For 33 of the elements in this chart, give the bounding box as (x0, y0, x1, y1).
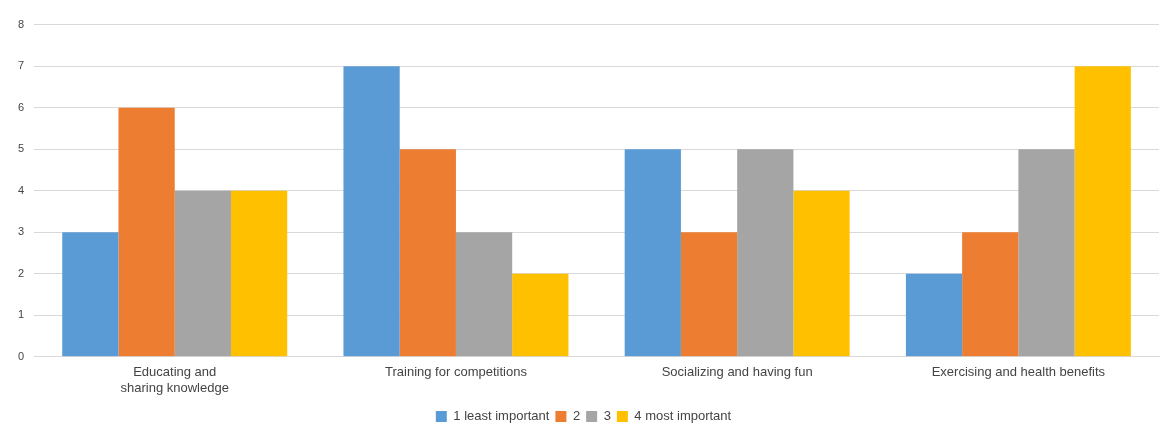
y-tick-label: 6 (17, 100, 25, 113)
bar (905, 273, 963, 357)
legend-label: 3 (603, 408, 611, 424)
bar (62, 232, 119, 357)
x-tick-label: Training for competitions (385, 364, 528, 380)
y-tick-label: 8 (17, 17, 25, 30)
y-tick-label: 7 (17, 59, 25, 72)
x-tick-label: Socializing and having fun (661, 364, 813, 380)
legend-label: 1 least important (453, 408, 550, 424)
legend-label: 2 (572, 408, 581, 424)
bar (680, 232, 738, 357)
legend-label: 4 most important (634, 408, 732, 424)
x-tick-label: Educating and sharing knowledge (120, 364, 229, 395)
bar (230, 190, 288, 357)
x-tick-label: Exercising and health benefits (931, 364, 1106, 380)
bar (737, 149, 794, 357)
bar (962, 232, 1019, 357)
bar (455, 232, 513, 357)
bar (343, 66, 400, 357)
bar (118, 107, 175, 357)
bar (512, 273, 569, 357)
bar (793, 190, 850, 357)
y-tick-label: 1 (17, 308, 25, 321)
bar (1074, 66, 1131, 357)
y-tick-label: 3 (17, 225, 25, 238)
bar (174, 190, 231, 357)
bar (399, 149, 456, 357)
y-tick-label: 5 (17, 142, 25, 155)
y-tick-label: 0 (17, 349, 25, 362)
bar (624, 149, 681, 357)
y-tick-label: 2 (17, 266, 25, 279)
bar (1018, 149, 1075, 357)
y-tick-label: 4 (17, 183, 25, 196)
